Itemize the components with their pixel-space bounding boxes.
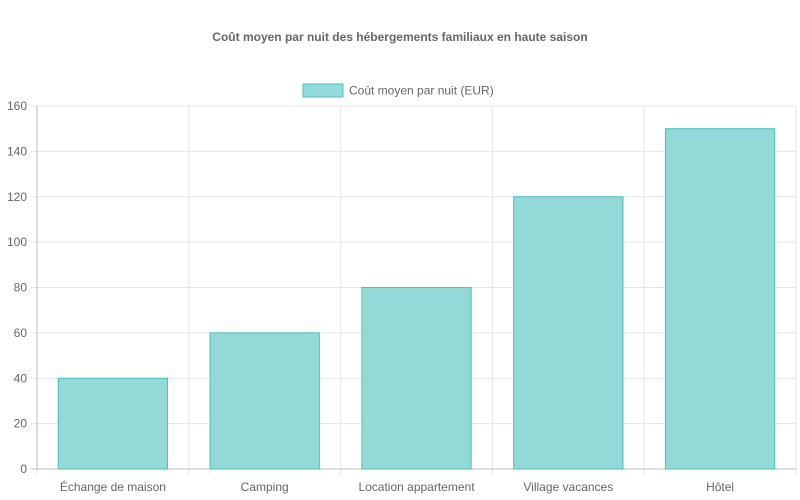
bar[interactable] (57, 377, 169, 470)
chart-title: Coût moyen par nuit des hébergements fam… (212, 30, 587, 44)
x-tick-label: Location appartement (358, 480, 475, 494)
bar[interactable] (664, 128, 776, 470)
bar[interactable] (361, 287, 472, 470)
bar[interactable] (513, 196, 624, 470)
x-tick-label: Village vacances (523, 480, 613, 494)
y-axis: 0 20 40 60 80 100 120 140 160 (7, 99, 38, 476)
y-tick-label: 140 (7, 144, 27, 158)
y-tick-label: 40 (14, 371, 28, 385)
x-tick-label: Échange de maison (60, 479, 166, 494)
x-tick-label: Camping (241, 480, 289, 494)
bars (57, 128, 776, 470)
x-axis: Échange de maison Camping Location apparte… (31, 468, 796, 494)
y-tick-label: 0 (20, 462, 27, 476)
y-tick-label: 120 (7, 190, 27, 204)
y-tick-label: 60 (14, 326, 28, 340)
y-tick-label: 100 (7, 235, 27, 249)
legend-swatch (302, 83, 344, 98)
bar[interactable] (209, 332, 320, 470)
y-tick-label: 160 (7, 99, 27, 113)
legend[interactable]: Coût moyen par nuit (EUR) (302, 83, 494, 98)
x-tick-label: Hôtel (706, 480, 734, 494)
legend-label: Coût moyen par nuit (EUR) (349, 84, 494, 98)
y-tick-label: 80 (14, 281, 28, 295)
y-tick-label: 20 (14, 417, 28, 431)
